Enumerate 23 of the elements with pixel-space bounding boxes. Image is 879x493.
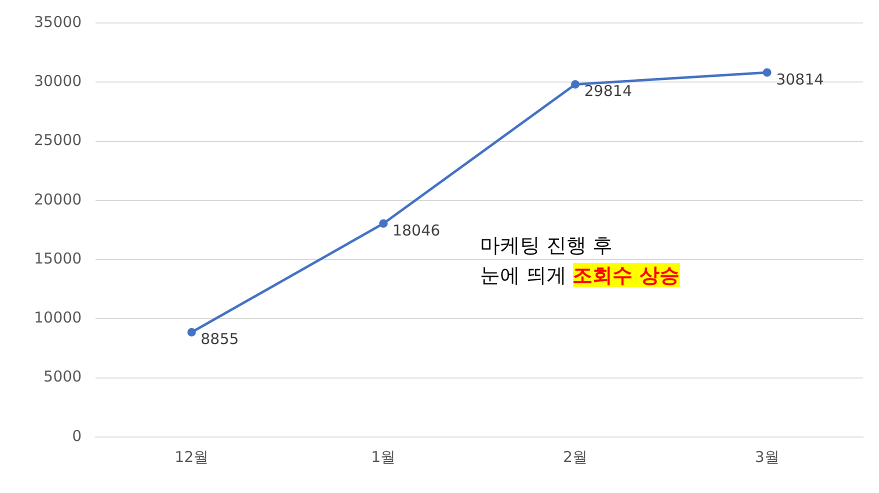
y-tick-label: 25000 — [34, 131, 82, 150]
x-tick-label: 12월 — [174, 448, 209, 466]
y-tick-label: 10000 — [34, 308, 82, 327]
annotation: 마케팅 진행 후 — [480, 233, 613, 257]
point — [379, 219, 388, 228]
x-tick-label: 2월 — [562, 448, 588, 466]
data-label: 8855 — [200, 330, 239, 348]
y-tick-label: 0 — [72, 426, 82, 445]
point — [762, 68, 772, 77]
x-tick-label: 1월 — [371, 448, 396, 466]
y-tick-label: 20000 — [34, 190, 82, 208]
point — [187, 328, 196, 337]
data-label: 29814 — [584, 82, 632, 100]
y-tick-label: 30000 — [34, 72, 82, 90]
y-tick-label: 15000 — [34, 249, 82, 268]
annotation: 눈에 띄게 — [480, 263, 566, 287]
x-tick-label: 3월 — [754, 448, 780, 466]
point — [571, 80, 580, 89]
data-label: 18046 — [392, 221, 440, 240]
y-tick-label: 5000 — [44, 368, 82, 386]
annotation: 조회수 상승 — [572, 263, 680, 287]
data-label: 30814 — [776, 70, 824, 88]
y-tick-label: 35000 — [34, 12, 82, 31]
